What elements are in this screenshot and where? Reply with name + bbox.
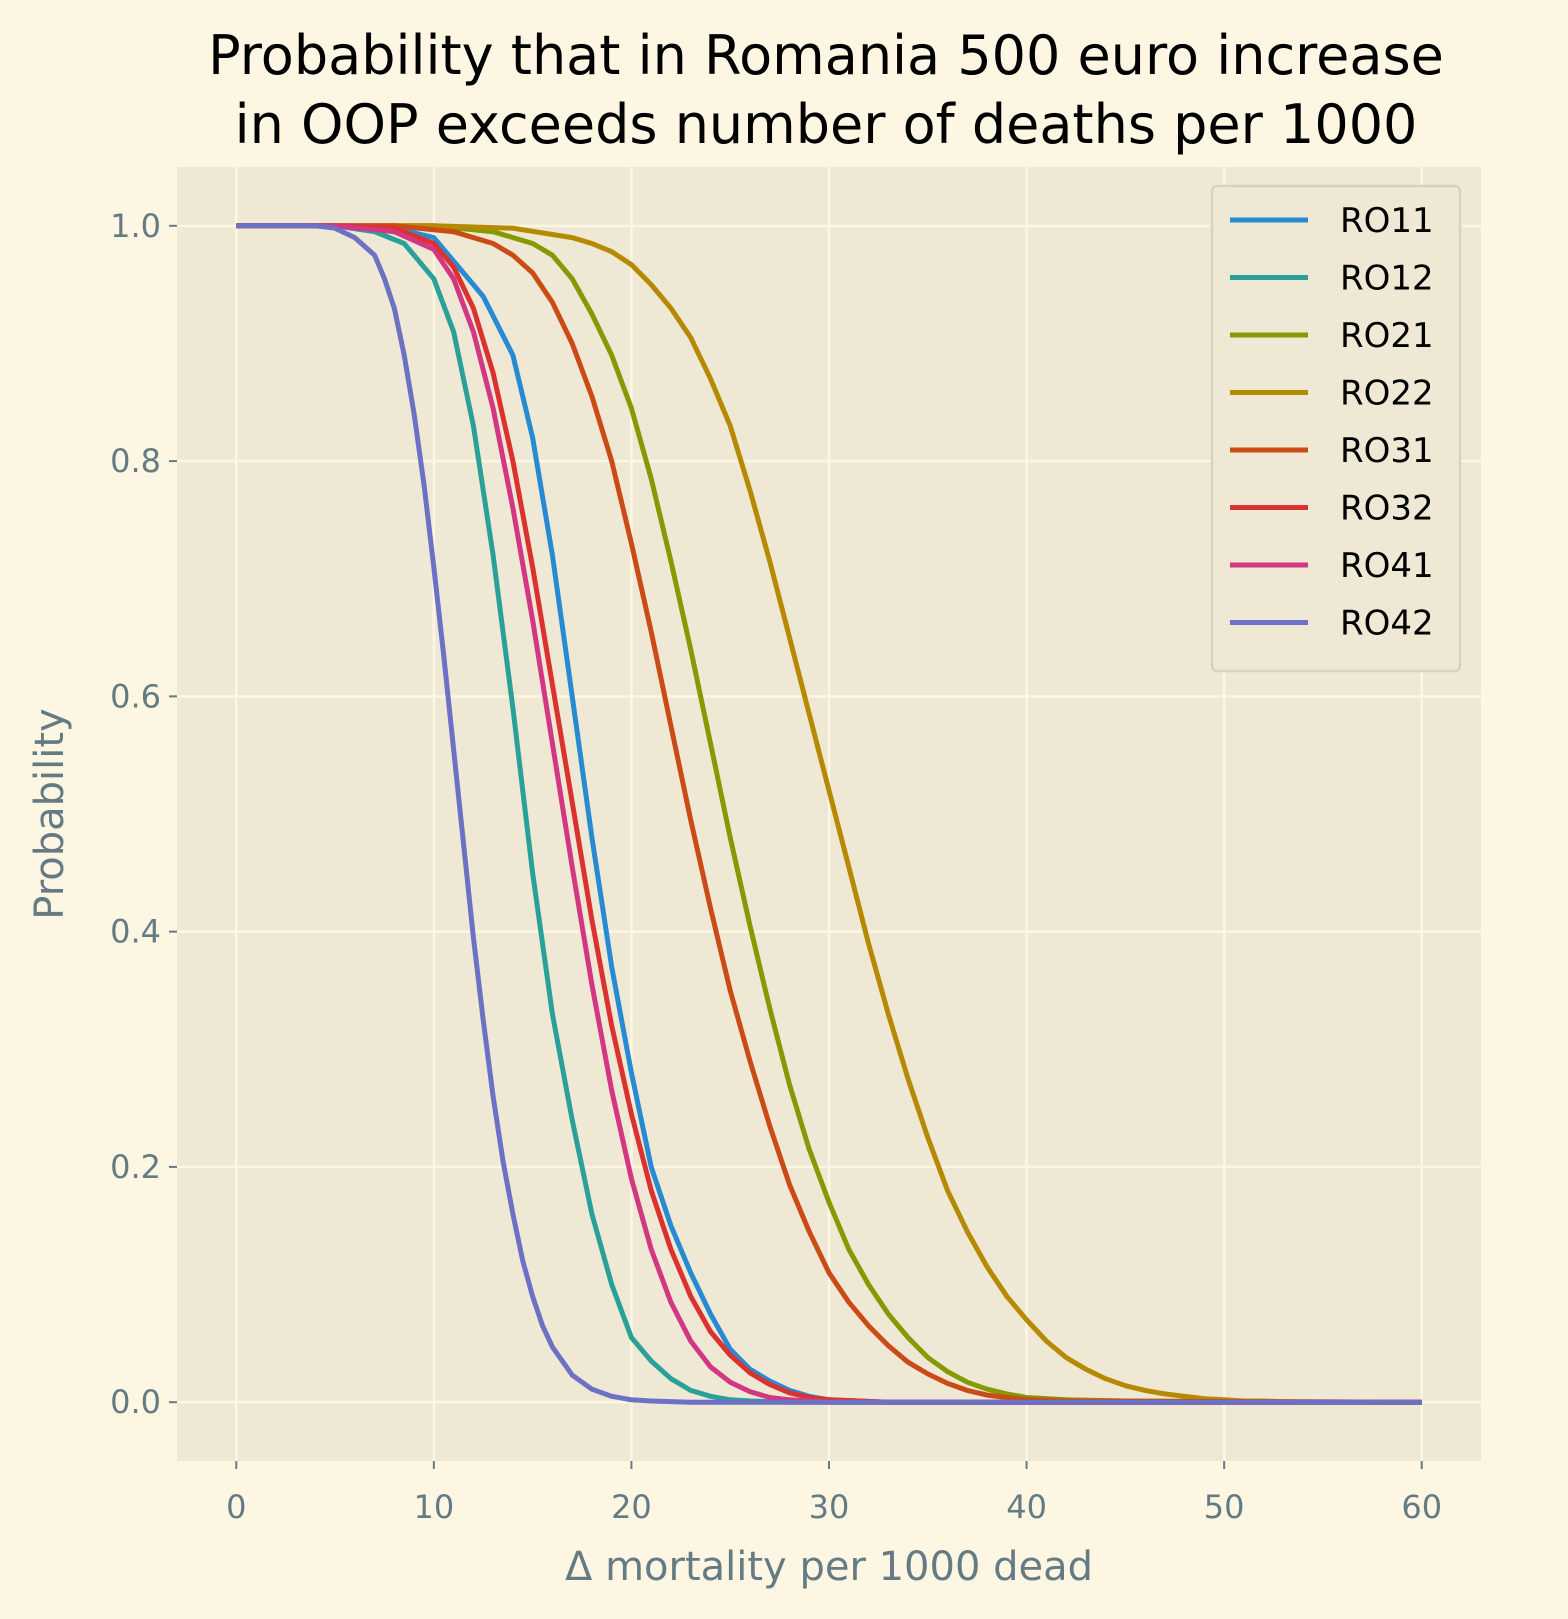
legend-label-ro42: RO42 [1340,604,1434,644]
x-tick-label: 10 [413,1488,454,1526]
y-tick-label: 1.0 [110,207,161,245]
legend: RO11 RO12 RO21 RO22 RO31 RO32 RO41 RO42 [1210,184,1462,673]
series-line-ro22 [236,223,1422,1405]
x-tick-label: 50 [1204,1488,1245,1526]
series-line-ro21 [236,223,1422,1405]
y-tick-label: 0.8 [110,442,161,480]
series-line-ro12 [236,223,1422,1405]
y-axis-label: Probability [27,708,73,919]
legend-label-ro22: RO22 [1340,374,1434,414]
axis-ticks: 0 10 20 30 40 50 60 0.0 0.2 0.4 0.6 0.8 1.0 [110,207,1442,1526]
x-axis-label: Δ mortality per 1000 dead [565,1544,1093,1590]
series-line-ro42 [236,223,1422,1405]
legend-label-ro21: RO21 [1340,316,1434,356]
y-tick-label: 0.2 [110,1148,161,1186]
series-line-ro31 [236,223,1422,1405]
x-tick-label: 20 [611,1488,652,1526]
legend-label-ro31: RO31 [1340,431,1434,471]
series-line-ro41 [236,223,1422,1405]
legend-frame [1210,184,1462,673]
x-tick-label: 60 [1401,1488,1442,1526]
legend-label-ro32: RO32 [1340,489,1434,529]
x-tick-label: 30 [809,1488,850,1526]
x-tick-label: 0 [226,1488,246,1526]
legend-label-ro41: RO41 [1340,546,1434,586]
legend-label-ro12: RO12 [1340,259,1434,299]
y-tick-label: 0.4 [110,913,161,951]
chart-title-line-1: Probability that in Romania 500 euro inc… [208,24,1444,87]
x-tick-label: 40 [1006,1488,1047,1526]
series-line-ro32 [236,223,1422,1405]
legend-label-ro11: RO11 [1340,201,1434,241]
chart-title-line-2: in OOP exceeds number of deaths per 1000 [235,93,1418,156]
y-tick-label: 0.6 [110,677,161,715]
y-tick-label: 0.0 [110,1383,161,1421]
series-lines [236,223,1422,1405]
